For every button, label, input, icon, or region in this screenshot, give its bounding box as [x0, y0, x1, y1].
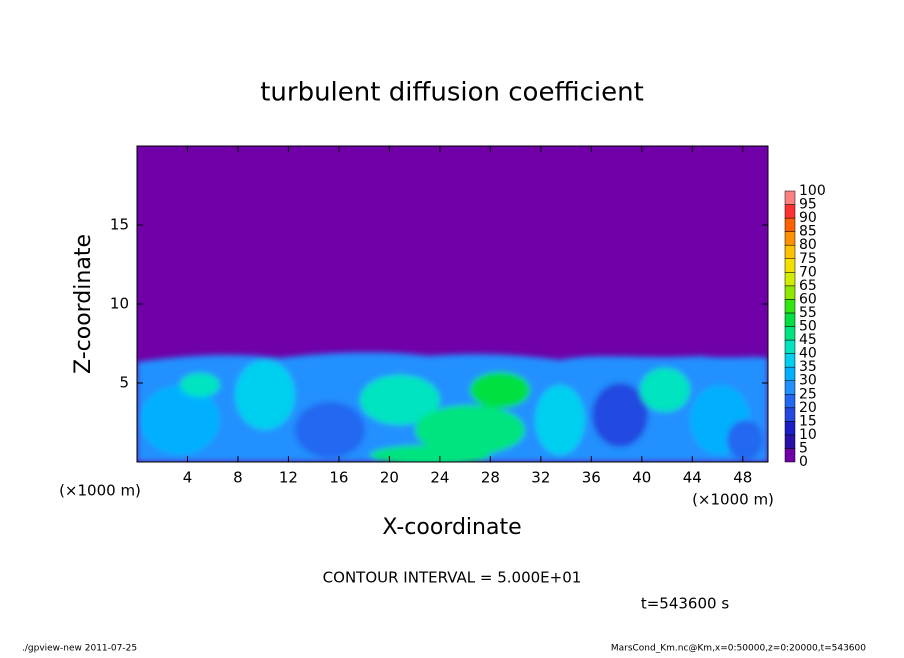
colorbar-label: 95: [799, 197, 817, 213]
chart-title: turbulent diffusion coefficient: [260, 78, 644, 108]
colorbar-label: 50: [799, 319, 817, 335]
colorbar-label: 20: [799, 400, 817, 416]
colorbar-band: [784, 448, 796, 463]
colorbar-band: [784, 204, 796, 219]
x-tick-label: 28: [481, 469, 500, 487]
y-tick-label: 5: [119, 374, 129, 392]
time-label: t=543600 s: [641, 595, 729, 613]
colorbar-band: [784, 217, 796, 232]
colorbar-label: 55: [799, 305, 817, 321]
y-tick-label: 10: [110, 295, 129, 313]
x-unit-left: (×1000 m): [59, 482, 141, 500]
colorbar-label: 75: [799, 251, 817, 267]
colorbar-label: 40: [799, 346, 817, 362]
x-tick-label: 20: [380, 469, 399, 487]
x-tick-label: 16: [329, 469, 348, 487]
y-tick-label: 15: [110, 216, 129, 234]
x-tick-label: 40: [632, 469, 651, 487]
colorbar-band: [784, 285, 796, 300]
colorbar-label: 60: [799, 291, 817, 307]
colorbar-label: 35: [799, 359, 817, 375]
field: [137, 146, 768, 462]
colorbar-label: 10: [799, 427, 817, 443]
colorbar-label: 90: [799, 210, 817, 226]
footer-right: MarsCond_Km.nc@Km,x=0:50000,z=0:20000,t=…: [611, 644, 866, 654]
colorbar-band: [784, 272, 796, 287]
x-tick-label: 12: [279, 469, 298, 487]
x-tick-label: 44: [683, 469, 702, 487]
colorbar-label: 70: [799, 264, 817, 280]
colorbar-band: [784, 326, 796, 341]
colorbar-label: 15: [799, 413, 817, 429]
colorbar-label: 80: [799, 237, 817, 253]
turbulent-layer: [137, 352, 768, 462]
footer-left: ./gpview-new 2011-07-25: [22, 644, 137, 654]
colorbar-label: 0: [799, 454, 808, 470]
colorbar-label: 45: [799, 332, 817, 348]
colorbar-band: [784, 190, 796, 205]
x-tick-label: 36: [582, 469, 601, 487]
colorbar-label: 65: [799, 278, 817, 294]
contour-interval: CONTOUR INTERVAL = 5.000E+01: [323, 569, 582, 587]
colorbar-band: [784, 231, 796, 246]
x-tick-label: 4: [183, 469, 193, 487]
x-tick-label: 48: [733, 469, 752, 487]
colorbar-label: 30: [799, 373, 817, 389]
x-axis-label: X-coordinate: [382, 515, 521, 540]
colorbar-band: [784, 366, 796, 381]
y-axis-label: Z-coordinate: [71, 234, 96, 374]
colorbar-band: [784, 299, 796, 314]
colorbar-label: 85: [799, 224, 817, 240]
x-tick-label: 24: [430, 469, 449, 487]
colorbar-band: [784, 407, 796, 422]
colorbar-label: 5: [799, 440, 808, 456]
colorbar-band: [784, 312, 796, 327]
colorbar-band: [784, 434, 796, 449]
colorbar-label: 25: [799, 386, 817, 402]
colorbar-band: [784, 258, 796, 273]
colorbar-label: 100: [799, 183, 826, 199]
x-tick-label: 32: [531, 469, 550, 487]
colorbar-band: [784, 421, 796, 436]
colorbar-band: [784, 244, 796, 259]
colorbar-band: [784, 353, 796, 368]
colorbar-band: [784, 380, 796, 395]
x-unit-right: (×1000 m): [692, 491, 774, 509]
x-tick-label: 8: [233, 469, 243, 487]
colorbar-band: [784, 339, 796, 354]
colorbar-band: [784, 394, 796, 409]
